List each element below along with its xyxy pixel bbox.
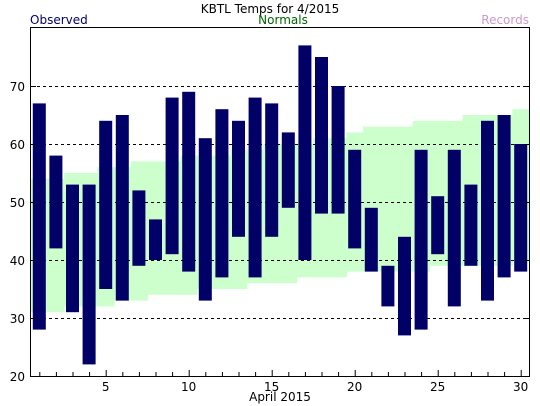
observed-bar-day-26 [447,149,461,307]
grid-lines [31,86,529,319]
observed-bar-day-5 [99,120,113,289]
legend-records: Records [481,13,529,27]
observed-bar-day-18 [315,57,328,214]
observed-bar-day-6 [115,115,129,301]
observed-bar-day-19 [331,86,345,214]
legend-normals: Normals [258,13,308,27]
observed-bar-day-23 [398,236,411,336]
observed-bar-day-1 [32,103,46,330]
y-tick-label-20: 20 [10,370,25,384]
observed-bar-day-13 [232,120,245,237]
x-tick-label-15: 15 [264,380,279,394]
observed-bar-day-14 [248,97,262,278]
normal-range-day-23 [396,126,414,272]
x-tick-label-5: 5 [102,380,110,394]
observed-bar-day-10 [182,91,196,272]
observed-bar-day-15 [265,103,279,237]
observed-bar-day-24 [414,149,428,330]
observed-bar-day-28 [481,120,494,301]
x-tick-label-10: 10 [181,380,196,394]
observed-bar-day-9 [165,97,179,255]
observed-bar-day-29 [497,115,511,278]
legend-observed: Observed [30,13,88,27]
y-tick-label-30: 30 [10,312,25,326]
observed-bar-day-20 [348,149,362,249]
observed-bar-day-25 [431,196,445,255]
y-tick-label-60: 60 [10,138,25,152]
x-tick-label-25: 25 [430,380,445,394]
chart-title: KBTL Temps for 4/2015 [201,2,340,16]
plot-frame [30,27,530,377]
normal-range-day-22 [379,126,397,272]
observed-bar-day-2 [49,155,63,249]
x-tick-label-30: 30 [513,380,528,394]
axes: 20 30 40 50 60 70 5 10 15 20 25 30 [10,80,529,394]
observed-bar-day-22 [381,265,395,307]
observed-bar-day-4 [82,184,96,365]
y-tick-label-50: 50 [10,196,25,210]
y-tick-label-70: 70 [10,80,25,94]
observed-bar-day-7 [132,190,146,266]
observed-bar-day-8 [149,219,162,260]
observed-bar-day-27 [464,184,478,266]
y-tick-label-40: 40 [10,254,25,268]
observed-bar-day-12 [215,109,229,278]
x-axis-label: April 2015 [249,390,311,404]
observed-bar-day-16 [281,132,295,208]
observed-bar-day-17 [298,45,312,261]
observed-bars [32,45,528,365]
x-tick-label-20: 20 [347,380,362,394]
observed-bar-day-3 [66,184,79,313]
observed-bar-day-21 [364,207,378,272]
observed-bar-day-11 [198,138,212,301]
observed-bar-day-30 [514,144,528,272]
